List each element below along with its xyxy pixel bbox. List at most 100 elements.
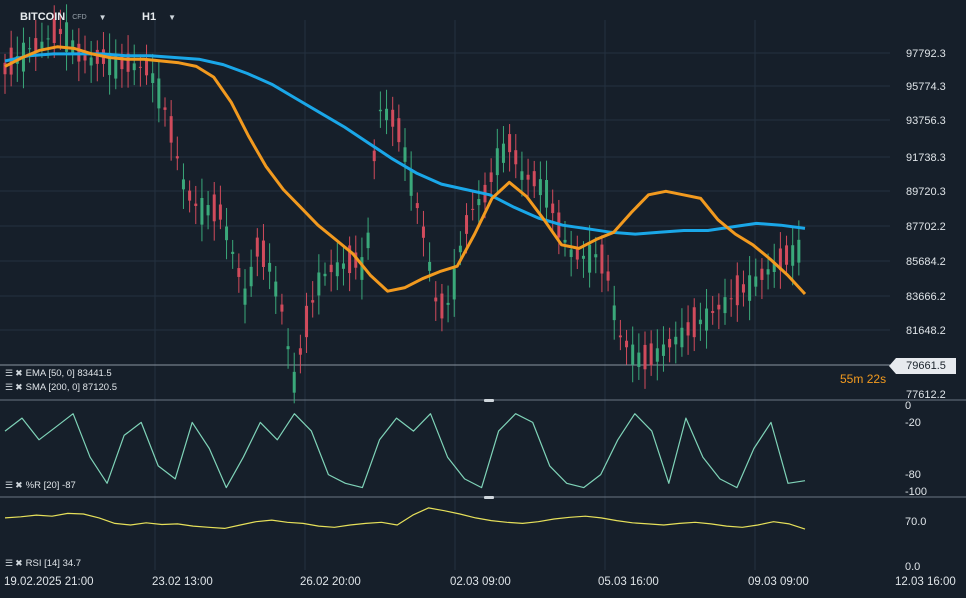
- candle-body: [575, 247, 579, 260]
- candle-body: [409, 169, 413, 196]
- candle-body: [255, 237, 259, 257]
- candle-body: [95, 49, 99, 64]
- settings-icon[interactable]: ☰: [5, 480, 14, 490]
- candle-body: [341, 263, 345, 269]
- last-price-tag: 79661.5: [889, 358, 956, 374]
- candle-body: [169, 116, 173, 143]
- candle-body: [532, 171, 536, 187]
- close-icon[interactable]: ✖: [15, 480, 23, 490]
- candle-body: [705, 308, 709, 331]
- candle-body: [231, 251, 235, 254]
- close-icon[interactable]: ✖: [15, 368, 23, 378]
- symbol-selector[interactable]: BITCOIN CFD ▼: [20, 6, 107, 28]
- settings-icon[interactable]: ☰: [5, 558, 14, 568]
- candle-body: [138, 66, 142, 68]
- williams-r-line: [4, 413, 806, 489]
- candle-body: [323, 273, 327, 277]
- timeframe-label: H1: [142, 11, 157, 23]
- candle-body: [40, 41, 44, 49]
- candle-countdown: 55m 22s: [840, 372, 886, 386]
- settings-icon[interactable]: ☰: [5, 368, 14, 378]
- candle-body: [465, 215, 469, 234]
- candle-body: [551, 203, 555, 214]
- williams-tick-label: -100: [905, 486, 927, 498]
- close-icon[interactable]: ✖: [15, 558, 23, 568]
- candle-body: [723, 297, 727, 314]
- candle-body: [194, 203, 198, 206]
- price-tick-label: 93756.3: [906, 115, 946, 127]
- candle-body: [188, 190, 192, 201]
- settings-icon[interactable]: ☰: [5, 382, 14, 392]
- countdown-m: m: [853, 372, 864, 386]
- candle-body: [354, 252, 358, 268]
- candle-body: [748, 275, 752, 301]
- candle-body: [237, 268, 241, 277]
- candle-body: [305, 305, 309, 338]
- candle-body: [163, 107, 167, 110]
- candle-body: [274, 281, 278, 297]
- time-tick-label: 05.03 16:00: [598, 576, 659, 588]
- candle-body: [65, 22, 69, 52]
- price-tick-label: 83666.2: [906, 291, 946, 303]
- rsi-line: [4, 507, 806, 530]
- rsi-legend: ☰ ✖ RSI [14] 34.7: [5, 558, 81, 569]
- candle-body: [391, 109, 395, 127]
- candle-body: [34, 38, 38, 52]
- candle-body: [261, 240, 265, 267]
- candle-body: [311, 300, 315, 303]
- candle-body: [46, 38, 50, 40]
- candle-body: [83, 55, 87, 61]
- candle-body: [286, 346, 290, 350]
- close-icon[interactable]: ✖: [15, 382, 23, 392]
- candle-body: [612, 305, 616, 321]
- candle-body: [581, 255, 585, 259]
- candle-body: [329, 264, 333, 273]
- candle-body: [108, 52, 112, 76]
- candle-body: [372, 150, 376, 162]
- symbol-name: BITCOIN: [20, 11, 66, 23]
- candle-body: [378, 109, 382, 112]
- time-tick-label: 02.03 09:00: [450, 576, 511, 588]
- candle-body: [58, 28, 62, 35]
- pane-resize-handle[interactable]: [484, 399, 494, 402]
- candle-body: [618, 335, 622, 338]
- candle-body: [335, 262, 339, 277]
- candle-body: [797, 239, 801, 263]
- sma-line: [4, 52, 806, 236]
- pane-resize-handle[interactable]: [484, 496, 494, 499]
- candle-body: [415, 203, 419, 209]
- price-tick-label: 89720.3: [906, 186, 946, 198]
- candle-body: [477, 199, 481, 206]
- candle-body: [360, 257, 364, 280]
- candle-body: [711, 311, 715, 313]
- williams-tick-label: -20: [905, 417, 921, 429]
- candle-body: [132, 63, 136, 71]
- candle-body: [661, 344, 665, 356]
- candle-body: [766, 269, 770, 275]
- candle-body: [637, 352, 641, 368]
- candle-body: [625, 340, 629, 348]
- rsi-tick-label: 70.0: [905, 516, 926, 528]
- candle-body: [735, 275, 739, 306]
- candle-body: [126, 53, 130, 72]
- time-tick-label: 23.02 13:00: [152, 576, 213, 588]
- candle-body: [717, 304, 721, 310]
- timeframe-selector[interactable]: H1 ▼: [142, 6, 176, 28]
- time-tick-label: 12.03 16:00: [895, 576, 956, 588]
- time-tick-label: 26.02 20:00: [300, 576, 361, 588]
- candle-body: [606, 271, 610, 281]
- candle-body: [508, 134, 512, 153]
- williams-legend: ☰ ✖ %R [20] -87: [5, 480, 76, 491]
- candle-body: [569, 249, 573, 258]
- candle-body: [145, 58, 149, 76]
- price-tick-label: 87702.2: [906, 221, 946, 233]
- time-tick-label: 09.03 09:00: [748, 576, 809, 588]
- candle-body: [428, 261, 432, 271]
- candle-body: [200, 198, 204, 225]
- candle-body: [89, 57, 93, 66]
- candle-body: [218, 204, 222, 220]
- candle-body: [397, 118, 401, 143]
- candle-body: [157, 78, 161, 109]
- sma-label: SMA [200, 0] 87120.5: [25, 382, 117, 393]
